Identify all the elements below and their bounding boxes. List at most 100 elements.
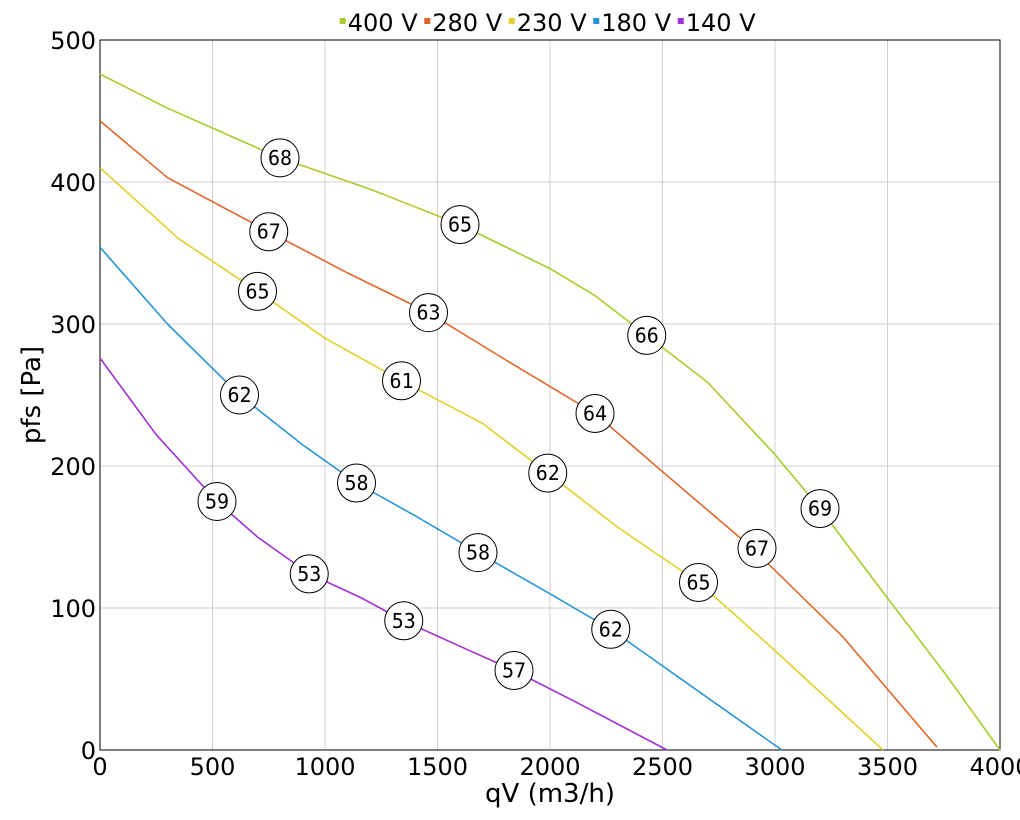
marker-label: 62 bbox=[599, 617, 623, 641]
efficiency-marker: 53 bbox=[289, 554, 329, 594]
marker-label: 57 bbox=[502, 658, 526, 682]
marker-circle bbox=[528, 453, 568, 493]
efficiency-marker: 65 bbox=[679, 562, 718, 602]
marker-circle bbox=[260, 138, 300, 178]
x-tick-label: 500 bbox=[190, 753, 236, 781]
x-tick-label: 2500 bbox=[632, 753, 693, 781]
marker-circle bbox=[800, 489, 840, 529]
series-line bbox=[99, 120, 938, 748]
legend-label: 400 V bbox=[348, 9, 418, 37]
legend-swatch bbox=[593, 18, 600, 24]
legend-swatch bbox=[677, 18, 684, 24]
marker-circle bbox=[440, 205, 480, 245]
marker-label: 62 bbox=[536, 461, 560, 485]
x-tick-label: 2000 bbox=[519, 753, 580, 781]
marker-label: 61 bbox=[389, 369, 413, 393]
legend-swatch bbox=[424, 18, 431, 24]
marker-label: 69 bbox=[808, 497, 832, 521]
x-tick-label: 1500 bbox=[407, 753, 468, 781]
x-tick-label: 0 bbox=[92, 753, 107, 781]
efficiency-marker: 65 bbox=[238, 271, 277, 311]
efficiency-marker: 61 bbox=[382, 361, 421, 401]
marker-circle bbox=[458, 533, 498, 573]
marker-label: 67 bbox=[257, 220, 281, 244]
marker-label: 53 bbox=[392, 609, 416, 633]
legend-swatch bbox=[339, 18, 346, 24]
efficiency-marker: 58 bbox=[337, 463, 376, 503]
y-tick-label: 400 bbox=[50, 169, 96, 197]
marker-label: 58 bbox=[466, 541, 490, 565]
marker-layer: 68 65 66 69 67 63 64 67 65 61 62 65 62 58 58 62 59 53 53 57 bbox=[197, 138, 840, 690]
efficiency-marker: 65 bbox=[440, 205, 480, 245]
y-tick-label: 500 bbox=[50, 27, 96, 55]
grid bbox=[99, 39, 1001, 751]
efficiency-marker: 62 bbox=[220, 375, 259, 415]
efficiency-marker: 69 bbox=[800, 489, 840, 529]
marker-circle bbox=[382, 361, 421, 401]
efficiency-marker: 64 bbox=[575, 393, 615, 433]
marker-label: 63 bbox=[416, 301, 440, 325]
legend-item: 140 V bbox=[677, 9, 756, 37]
efficiency-marker: 57 bbox=[494, 650, 534, 690]
x-tick-label: 1000 bbox=[294, 753, 355, 781]
y-tick-label: 200 bbox=[50, 453, 96, 481]
plot-frame bbox=[99, 39, 1001, 751]
y-ticks: 0 100 200 300 400 500 bbox=[50, 27, 96, 765]
legend-label: 140 V bbox=[686, 9, 756, 37]
marker-label: 64 bbox=[583, 401, 607, 425]
legend-item: 230 V bbox=[508, 9, 587, 37]
series-line bbox=[99, 246, 783, 751]
marker-label: 65 bbox=[245, 279, 269, 303]
efficiency-marker: 62 bbox=[591, 609, 631, 649]
marker-circle bbox=[197, 482, 237, 521]
marker-circle bbox=[337, 463, 376, 503]
efficiency-marker: 62 bbox=[528, 453, 568, 493]
efficiency-marker: 63 bbox=[409, 293, 448, 333]
marker-circle bbox=[384, 601, 424, 641]
efficiency-marker: 68 bbox=[260, 138, 300, 178]
marker-label: 53 bbox=[297, 562, 321, 586]
marker-circle bbox=[238, 271, 277, 311]
marker-label: 65 bbox=[686, 570, 710, 594]
marker-circle bbox=[737, 528, 777, 568]
marker-circle bbox=[679, 562, 718, 602]
marker-circle bbox=[249, 212, 289, 252]
efficiency-marker: 66 bbox=[627, 315, 667, 355]
y-tick-label: 0 bbox=[81, 737, 96, 765]
marker-label: 66 bbox=[635, 323, 659, 347]
marker-label: 58 bbox=[344, 471, 368, 495]
x-tick-label: 3000 bbox=[744, 753, 805, 781]
legend-item: 400 V bbox=[339, 9, 418, 37]
legend-label: 180 V bbox=[601, 9, 671, 37]
series-line bbox=[99, 357, 668, 751]
marker-circle bbox=[220, 375, 259, 415]
marker-circle bbox=[591, 609, 631, 649]
marker-label: 59 bbox=[205, 490, 229, 514]
marker-circle bbox=[627, 315, 667, 355]
marker-label: 62 bbox=[227, 383, 251, 407]
y-axis-title: pfs [Pa] bbox=[17, 346, 47, 444]
legend-label: 230 V bbox=[517, 9, 587, 37]
legend: 400 V 280 V 230 V 180 V 140 V bbox=[339, 9, 756, 37]
legend-item: 280 V bbox=[424, 9, 503, 37]
legend-item: 180 V bbox=[593, 9, 672, 37]
marker-circle bbox=[409, 293, 448, 333]
x-axis-title: qV (m3/h) bbox=[485, 779, 615, 809]
efficiency-marker: 67 bbox=[737, 528, 777, 568]
y-tick-label: 100 bbox=[50, 595, 96, 623]
marker-circle bbox=[289, 554, 329, 594]
series-line bbox=[99, 167, 884, 751]
y-tick-label: 300 bbox=[50, 311, 96, 339]
efficiency-marker: 53 bbox=[384, 601, 424, 641]
marker-circle bbox=[494, 650, 534, 690]
legend-label: 280 V bbox=[432, 9, 502, 37]
x-tick-label: 3500 bbox=[857, 753, 918, 781]
marker-label: 67 bbox=[745, 536, 769, 560]
efficiency-marker: 67 bbox=[249, 212, 289, 252]
marker-label: 65 bbox=[448, 213, 472, 237]
marker-label: 68 bbox=[268, 146, 292, 170]
